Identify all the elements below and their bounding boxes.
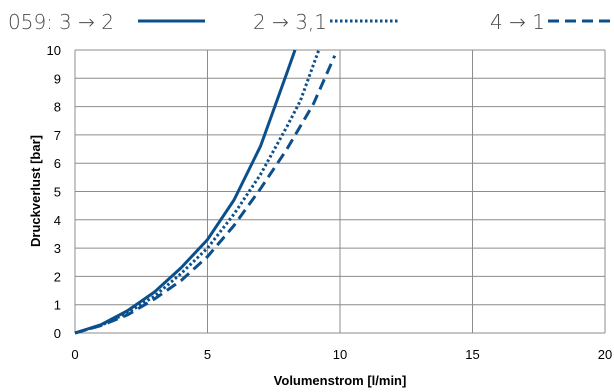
series-line-dashed [74,55,337,335]
y-tick-label: 8 [54,100,61,115]
x-tick-labels: 0 5 10 15 20 [71,347,612,362]
legend-label: 3 → 2 [59,10,114,34]
x-tick-label: 10 [333,347,347,362]
y-axis-title: Druckverlust [bar] [28,135,43,247]
y-tick-label: 3 [54,241,61,256]
x-tick-label: 15 [465,347,479,362]
x-tick-label: 0 [71,347,78,362]
y-tick-label: 5 [54,185,61,200]
x-tick-label: 20 [598,347,612,362]
y-tick-label: 10 [47,43,61,58]
y-tick-label: 7 [54,128,61,143]
series-lines [74,49,337,335]
y-tick-label: 1 [54,298,61,313]
legend-label: 2 → 3,1 [253,10,327,34]
y-tick-labels: 0 1 2 3 4 5 6 7 8 9 10 [47,43,61,341]
legend: 059: 3 → 2 2 → 3,1 4 → 1 [8,10,614,34]
series-line-solid [74,49,297,335]
y-tick-label: 2 [54,269,61,284]
y-tick-label: 4 [54,213,61,228]
legend-label: 4 → 1 [490,10,545,34]
y-tick-label: 6 [54,156,61,171]
x-tick-label: 5 [204,347,211,362]
series-line-dotted [74,49,321,335]
legend-prefix: 059: [8,10,53,34]
x-axis-title: Volumenstrom [l/min] [274,373,407,388]
grid [74,49,606,334]
y-tick-label: 9 [54,71,61,86]
y-tick-label: 0 [54,326,61,341]
